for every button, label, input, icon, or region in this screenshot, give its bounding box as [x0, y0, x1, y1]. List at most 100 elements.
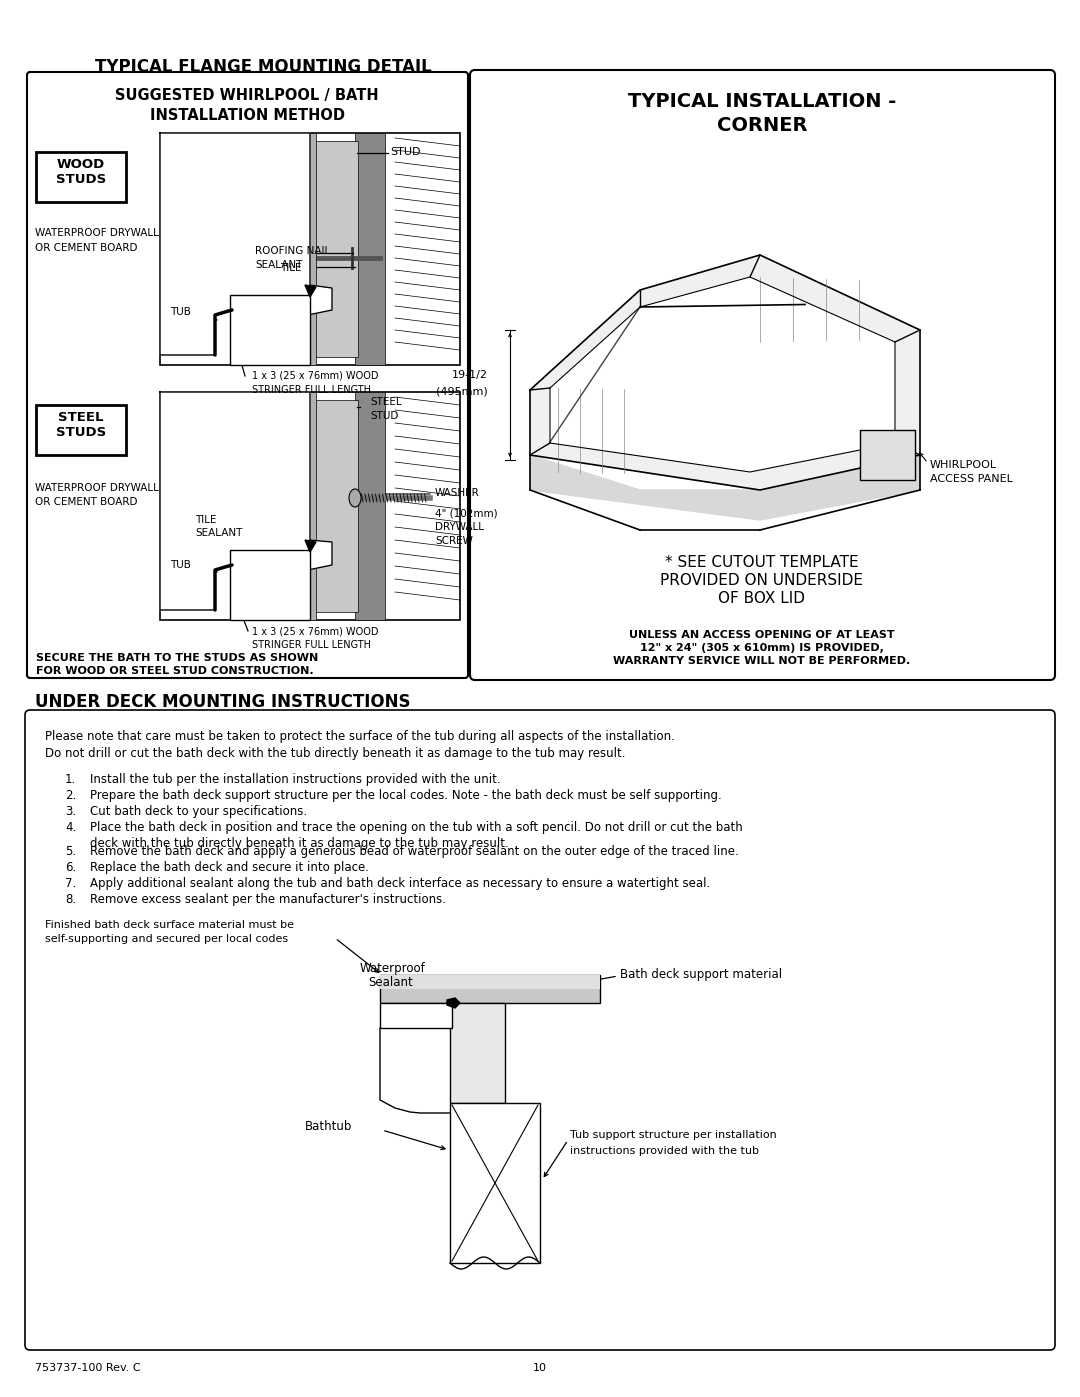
- Polygon shape: [160, 133, 332, 355]
- Text: WATERPROOF DRYWALL: WATERPROOF DRYWALL: [35, 228, 159, 237]
- Bar: [36, 405, 126, 455]
- Text: TUB: TUB: [170, 560, 191, 570]
- Text: instructions provided with the tub: instructions provided with the tub: [570, 1146, 759, 1155]
- Text: TYPICAL FLANGE MOUNTING DETAIL: TYPICAL FLANGE MOUNTING DETAIL: [95, 59, 432, 75]
- Polygon shape: [305, 541, 316, 552]
- Text: 19-1/2: 19-1/2: [453, 370, 488, 380]
- Text: Remove the bath deck and apply a generous bead of waterproof sealant on the oute: Remove the bath deck and apply a generou…: [90, 845, 739, 858]
- Text: SEALANT: SEALANT: [195, 528, 242, 538]
- Text: 3.: 3.: [65, 805, 76, 819]
- Text: ACCESS PANEL: ACCESS PANEL: [930, 474, 1013, 483]
- Text: STUD: STUD: [370, 411, 399, 420]
- Text: STEEL: STEEL: [370, 397, 402, 407]
- Text: TILE: TILE: [280, 263, 301, 272]
- Text: TUB: TUB: [170, 307, 191, 317]
- Text: 753737-100 Rev. C: 753737-100 Rev. C: [35, 1363, 140, 1373]
- Text: Do not drill or cut the bath deck with the tub directly beneath it as damage to : Do not drill or cut the bath deck with t…: [45, 747, 625, 760]
- Text: SECURE THE BATH TO THE STUDS AS SHOWN: SECURE THE BATH TO THE STUDS AS SHOWN: [36, 652, 319, 664]
- Text: 7.: 7.: [65, 877, 77, 890]
- Text: UNLESS AN ACCESS OPENING OF AT LEAST: UNLESS AN ACCESS OPENING OF AT LEAST: [630, 630, 895, 640]
- Text: CORNER: CORNER: [717, 116, 807, 136]
- Text: STUD: STUD: [390, 147, 420, 156]
- Text: WHIRLPOOL: WHIRLPOOL: [930, 460, 997, 469]
- Text: (495mm): (495mm): [436, 387, 488, 397]
- Text: Replace the bath deck and secure it into place.: Replace the bath deck and secure it into…: [90, 861, 369, 875]
- Text: SEALANT: SEALANT: [255, 260, 302, 270]
- Text: Apply additional sealant along the tub and bath deck interface as necessary to e: Apply additional sealant along the tub a…: [90, 877, 711, 890]
- Text: Sealant: Sealant: [368, 977, 413, 989]
- Text: ROOFING NAIL: ROOFING NAIL: [255, 246, 330, 256]
- Text: TILE: TILE: [195, 515, 216, 525]
- Text: 1 x 3 (25 x 76mm) WOOD: 1 x 3 (25 x 76mm) WOOD: [252, 626, 378, 636]
- Text: 4.: 4.: [65, 821, 77, 834]
- Ellipse shape: [349, 489, 361, 507]
- FancyBboxPatch shape: [470, 70, 1055, 680]
- Bar: [160, 133, 460, 365]
- Text: UNDER DECK MOUNTING INSTRUCTIONS: UNDER DECK MOUNTING INSTRUCTIONS: [35, 693, 410, 711]
- Bar: [313, 141, 357, 358]
- Bar: [355, 393, 384, 620]
- Bar: [450, 1003, 505, 1104]
- Bar: [313, 400, 357, 612]
- Polygon shape: [550, 277, 895, 472]
- Text: TYPICAL INSTALLATION -: TYPICAL INSTALLATION -: [627, 92, 896, 110]
- Text: STRINGER FULL LENGTH: STRINGER FULL LENGTH: [252, 640, 372, 650]
- Bar: [380, 975, 600, 1003]
- Text: Finished bath deck surface material must be: Finished bath deck surface material must…: [45, 921, 294, 930]
- Text: WATERPROOF DRYWALL: WATERPROOF DRYWALL: [35, 483, 159, 493]
- Text: Place the bath deck in position and trace the opening on the tub with a soft pen: Place the bath deck in position and trac…: [90, 821, 743, 834]
- Text: SUGGESTED WHIRLPOOL / BATH: SUGGESTED WHIRLPOOL / BATH: [116, 88, 379, 103]
- Bar: [36, 152, 126, 203]
- Text: OR CEMENT BOARD: OR CEMENT BOARD: [35, 243, 137, 253]
- Text: STRINGER FULL LENGTH: STRINGER FULL LENGTH: [252, 386, 372, 395]
- Bar: [450, 1104, 540, 1263]
- Bar: [380, 975, 600, 989]
- Bar: [308, 393, 316, 620]
- Text: deck with the tub directly beneath it as damage to the tub may result.: deck with the tub directly beneath it as…: [90, 837, 509, 849]
- Polygon shape: [305, 285, 316, 298]
- Text: WOOD
STUDS: WOOD STUDS: [56, 158, 106, 186]
- Bar: [160, 393, 460, 620]
- Text: SCREW: SCREW: [435, 536, 473, 546]
- Text: FOR WOOD OR STEEL STUD CONSTRUCTION.: FOR WOOD OR STEEL STUD CONSTRUCTION.: [36, 666, 313, 676]
- Text: 1 x 3 (25 x 76mm) WOOD: 1 x 3 (25 x 76mm) WOOD: [252, 372, 378, 381]
- Text: 2.: 2.: [65, 789, 77, 802]
- Text: 8.: 8.: [65, 893, 76, 907]
- Text: OR CEMENT BOARD: OR CEMENT BOARD: [35, 497, 137, 507]
- Text: 10: 10: [534, 1363, 546, 1373]
- Polygon shape: [160, 393, 332, 610]
- Text: Waterproof: Waterproof: [360, 963, 426, 975]
- Bar: [380, 1003, 453, 1028]
- Text: Cut bath deck to your specifications.: Cut bath deck to your specifications.: [90, 805, 307, 819]
- Bar: [860, 430, 915, 481]
- Text: WARRANTY SERVICE WILL NOT BE PERFORMED.: WARRANTY SERVICE WILL NOT BE PERFORMED.: [613, 657, 910, 666]
- Text: INSTALLATION METHOD: INSTALLATION METHOD: [149, 108, 345, 123]
- Text: 5.: 5.: [65, 845, 76, 858]
- Text: Bath deck support material: Bath deck support material: [620, 968, 782, 981]
- Text: * SEE CUTOUT TEMPLATE: * SEE CUTOUT TEMPLATE: [665, 555, 859, 570]
- Text: 6.: 6.: [65, 861, 77, 875]
- Text: OF BOX LID: OF BOX LID: [718, 591, 806, 606]
- Text: Bathtub: Bathtub: [305, 1120, 352, 1133]
- Polygon shape: [530, 455, 920, 520]
- Polygon shape: [530, 256, 920, 490]
- Text: Prepare the bath deck support structure per the local codes. Note - the bath dec: Prepare the bath deck support structure …: [90, 789, 721, 802]
- Bar: [355, 133, 384, 365]
- Polygon shape: [447, 997, 460, 1009]
- Text: DRYWALL: DRYWALL: [435, 522, 484, 532]
- Text: PROVIDED ON UNDERSIDE: PROVIDED ON UNDERSIDE: [661, 573, 864, 588]
- Text: 4" (102mm): 4" (102mm): [435, 509, 498, 518]
- Text: Please note that care must be taken to protect the surface of the tub during all: Please note that care must be taken to p…: [45, 731, 675, 743]
- Bar: [308, 133, 316, 365]
- FancyBboxPatch shape: [25, 710, 1055, 1350]
- Text: Tub support structure per installation: Tub support structure per installation: [570, 1130, 777, 1140]
- Text: WASHER: WASHER: [435, 488, 480, 497]
- FancyBboxPatch shape: [27, 73, 468, 678]
- Text: 12" x 24" (305 x 610mm) IS PROVIDED,: 12" x 24" (305 x 610mm) IS PROVIDED,: [640, 643, 883, 652]
- Text: STEEL
STUDS: STEEL STUDS: [56, 411, 106, 439]
- Text: self-supporting and secured per local codes: self-supporting and secured per local co…: [45, 935, 288, 944]
- Text: Remove excess sealant per the manufacturer's instructions.: Remove excess sealant per the manufactur…: [90, 893, 446, 907]
- Bar: [230, 550, 310, 620]
- Text: 1.: 1.: [65, 773, 77, 787]
- Text: Install the tub per the installation instructions provided with the unit.: Install the tub per the installation ins…: [90, 773, 501, 787]
